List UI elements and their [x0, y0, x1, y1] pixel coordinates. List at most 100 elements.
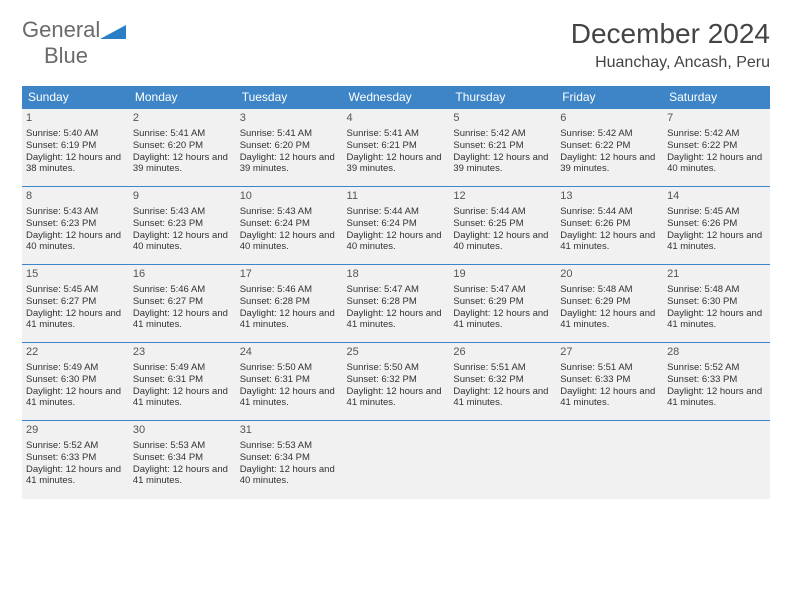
- day-number: 8: [26, 190, 125, 204]
- daylight-text: Daylight: 12 hours and 40 minutes.: [240, 464, 339, 488]
- day-number: 5: [453, 112, 552, 126]
- location: Huanchay, Ancash, Peru: [571, 54, 770, 72]
- daylight-text: Daylight: 12 hours and 41 minutes.: [26, 464, 125, 488]
- day-number: 1: [26, 112, 125, 126]
- sunset-text: Sunset: 6:31 PM: [240, 374, 339, 386]
- sunset-text: Sunset: 6:20 PM: [133, 140, 232, 152]
- daylight-text: Daylight: 12 hours and 41 minutes.: [240, 386, 339, 410]
- sunset-text: Sunset: 6:21 PM: [347, 140, 446, 152]
- sunrise-text: Sunrise: 5:41 AM: [240, 128, 339, 140]
- calendar-cell: 8Sunrise: 5:43 AMSunset: 6:23 PMDaylight…: [22, 187, 129, 265]
- sunset-text: Sunset: 6:25 PM: [453, 218, 552, 230]
- sunrise-text: Sunrise: 5:44 AM: [560, 206, 659, 218]
- weekday-header: Friday: [556, 86, 663, 109]
- calendar-cell: 10Sunrise: 5:43 AMSunset: 6:24 PMDayligh…: [236, 187, 343, 265]
- sunset-text: Sunset: 6:33 PM: [26, 452, 125, 464]
- calendar-cell: 5Sunrise: 5:42 AMSunset: 6:21 PMDaylight…: [449, 109, 556, 187]
- daylight-text: Daylight: 12 hours and 39 minutes.: [347, 152, 446, 176]
- sunset-text: Sunset: 6:22 PM: [667, 140, 766, 152]
- day-number: 20: [560, 268, 659, 282]
- day-number: 27: [560, 346, 659, 360]
- calendar-cell: 16Sunrise: 5:46 AMSunset: 6:27 PMDayligh…: [129, 265, 236, 343]
- daylight-text: Daylight: 12 hours and 39 minutes.: [133, 152, 232, 176]
- calendar-cell: [556, 421, 663, 499]
- weekday-header: Tuesday: [236, 86, 343, 109]
- sunset-text: Sunset: 6:30 PM: [26, 374, 125, 386]
- daylight-text: Daylight: 12 hours and 41 minutes.: [453, 386, 552, 410]
- daylight-text: Daylight: 12 hours and 39 minutes.: [560, 152, 659, 176]
- calendar-cell: 26Sunrise: 5:51 AMSunset: 6:32 PMDayligh…: [449, 343, 556, 421]
- daylight-text: Daylight: 12 hours and 39 minutes.: [240, 152, 339, 176]
- sunrise-text: Sunrise: 5:46 AM: [133, 284, 232, 296]
- calendar-cell: 3Sunrise: 5:41 AMSunset: 6:20 PMDaylight…: [236, 109, 343, 187]
- calendar-row: 22Sunrise: 5:49 AMSunset: 6:30 PMDayligh…: [22, 343, 770, 421]
- day-number: 17: [240, 268, 339, 282]
- calendar-cell: 23Sunrise: 5:49 AMSunset: 6:31 PMDayligh…: [129, 343, 236, 421]
- logo: General Blue: [22, 18, 126, 68]
- calendar-table: Sunday Monday Tuesday Wednesday Thursday…: [22, 86, 770, 499]
- sunrise-text: Sunrise: 5:50 AM: [240, 362, 339, 374]
- sunset-text: Sunset: 6:34 PM: [240, 452, 339, 464]
- day-number: 4: [347, 112, 446, 126]
- daylight-text: Daylight: 12 hours and 41 minutes.: [667, 230, 766, 254]
- daylight-text: Daylight: 12 hours and 41 minutes.: [133, 386, 232, 410]
- day-number: 10: [240, 190, 339, 204]
- sunset-text: Sunset: 6:21 PM: [453, 140, 552, 152]
- sunset-text: Sunset: 6:30 PM: [667, 296, 766, 308]
- sunrise-text: Sunrise: 5:46 AM: [240, 284, 339, 296]
- weekday-header: Sunday: [22, 86, 129, 109]
- calendar-cell: [343, 421, 450, 499]
- day-number: 9: [133, 190, 232, 204]
- day-number: 29: [26, 424, 125, 438]
- sunrise-text: Sunrise: 5:44 AM: [453, 206, 552, 218]
- sunrise-text: Sunrise: 5:49 AM: [133, 362, 232, 374]
- sunrise-text: Sunrise: 5:47 AM: [453, 284, 552, 296]
- daylight-text: Daylight: 12 hours and 41 minutes.: [26, 308, 125, 332]
- daylight-text: Daylight: 12 hours and 40 minutes.: [347, 230, 446, 254]
- sunrise-text: Sunrise: 5:47 AM: [347, 284, 446, 296]
- sunset-text: Sunset: 6:33 PM: [667, 374, 766, 386]
- calendar-cell: 14Sunrise: 5:45 AMSunset: 6:26 PMDayligh…: [663, 187, 770, 265]
- weekday-header: Wednesday: [343, 86, 450, 109]
- daylight-text: Daylight: 12 hours and 41 minutes.: [347, 308, 446, 332]
- day-number: 25: [347, 346, 446, 360]
- sunrise-text: Sunrise: 5:41 AM: [347, 128, 446, 140]
- calendar-cell: [449, 421, 556, 499]
- calendar-cell: 31Sunrise: 5:53 AMSunset: 6:34 PMDayligh…: [236, 421, 343, 499]
- sunrise-text: Sunrise: 5:42 AM: [453, 128, 552, 140]
- calendar-cell: 7Sunrise: 5:42 AMSunset: 6:22 PMDaylight…: [663, 109, 770, 187]
- day-number: 13: [560, 190, 659, 204]
- sunrise-text: Sunrise: 5:48 AM: [560, 284, 659, 296]
- sunrise-text: Sunrise: 5:44 AM: [347, 206, 446, 218]
- calendar-row: 1Sunrise: 5:40 AMSunset: 6:19 PMDaylight…: [22, 109, 770, 187]
- sunrise-text: Sunrise: 5:51 AM: [453, 362, 552, 374]
- calendar-cell: 21Sunrise: 5:48 AMSunset: 6:30 PMDayligh…: [663, 265, 770, 343]
- calendar-cell: 12Sunrise: 5:44 AMSunset: 6:25 PMDayligh…: [449, 187, 556, 265]
- sunrise-text: Sunrise: 5:42 AM: [560, 128, 659, 140]
- calendar-cell: 29 Sunrise: 5:52 AMSunset: 6:33 PMDayligh…: [22, 421, 129, 499]
- sunrise-text: Sunrise: 5:53 AM: [240, 440, 339, 452]
- daylight-text: Daylight: 12 hours and 40 minutes.: [133, 230, 232, 254]
- sunrise-text: Sunrise: 5:45 AM: [26, 284, 125, 296]
- sunrise-text: Sunrise: 5:50 AM: [347, 362, 446, 374]
- logo-text-2: Blue: [44, 43, 88, 68]
- sunrise-text: Sunrise: 5:52 AM: [26, 440, 125, 452]
- sunset-text: Sunset: 6:29 PM: [560, 296, 659, 308]
- daylight-text: Daylight: 12 hours and 41 minutes.: [133, 308, 232, 332]
- calendar-cell: 9Sunrise: 5:43 AMSunset: 6:23 PMDaylight…: [129, 187, 236, 265]
- daylight-text: Daylight: 12 hours and 41 minutes.: [347, 386, 446, 410]
- sunset-text: Sunset: 6:22 PM: [560, 140, 659, 152]
- calendar-cell: [663, 421, 770, 499]
- day-number: 23: [133, 346, 232, 360]
- sunrise-text: Sunrise: 5:43 AM: [240, 206, 339, 218]
- sunset-text: Sunset: 6:27 PM: [133, 296, 232, 308]
- daylight-text: Daylight: 12 hours and 41 minutes.: [26, 386, 125, 410]
- calendar-cell: 2Sunrise: 5:41 AMSunset: 6:20 PMDaylight…: [129, 109, 236, 187]
- sunset-text: Sunset: 6:24 PM: [347, 218, 446, 230]
- title-block: December 2024 Huanchay, Ancash, Peru: [571, 18, 770, 72]
- calendar-cell: 25Sunrise: 5:50 AMSunset: 6:32 PMDayligh…: [343, 343, 450, 421]
- sunset-text: Sunset: 6:32 PM: [453, 374, 552, 386]
- sunset-text: Sunset: 6:26 PM: [560, 218, 659, 230]
- calendar-cell: 19Sunrise: 5:47 AMSunset: 6:29 PMDayligh…: [449, 265, 556, 343]
- calendar-cell: 15Sunrise: 5:45 AMSunset: 6:27 PMDayligh…: [22, 265, 129, 343]
